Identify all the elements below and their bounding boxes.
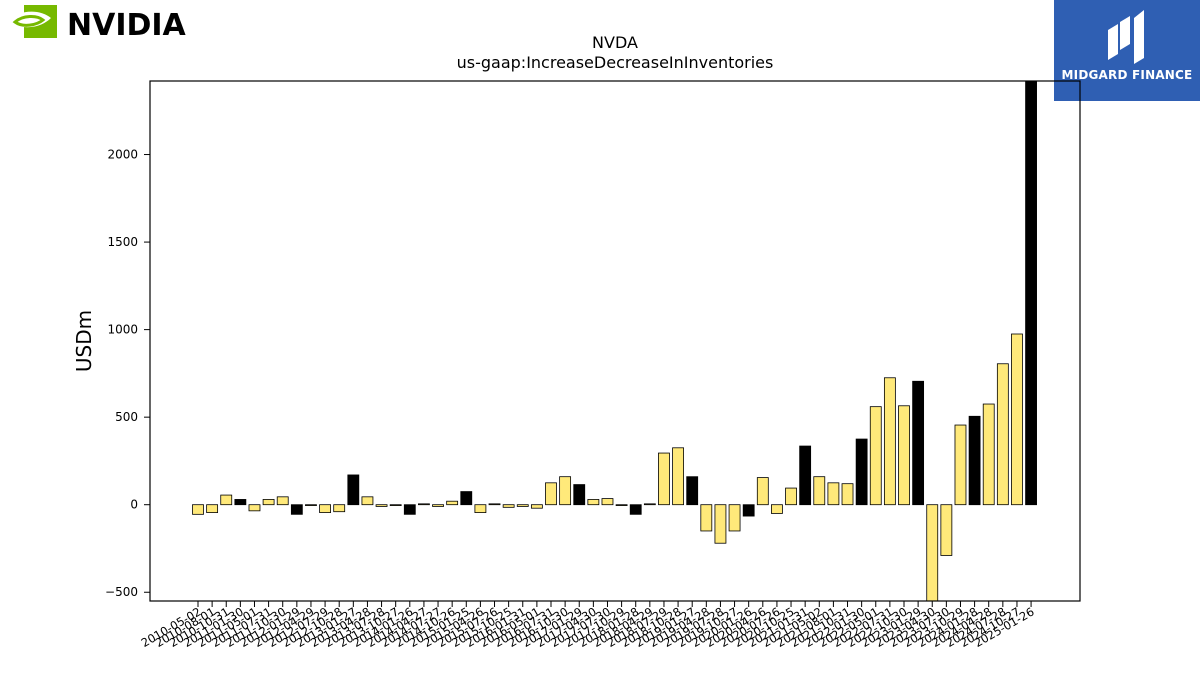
y-tick-label: 0: [130, 498, 138, 512]
bar-2024-10-27: [1011, 333, 1023, 506]
bar-2020-04-26: [756, 477, 769, 506]
chart-subtitle: us-gaap:IncreaseDecreaseInInventories: [456, 53, 774, 72]
bar-2018-01-28: [629, 504, 642, 515]
bar-2024-04-28: [982, 403, 995, 506]
bar-2019-10-27: [728, 504, 741, 532]
x-axis: 2010-05-022010-08-012010-10-312011-01-30…: [139, 601, 1037, 650]
bar-2014-04-27: [418, 503, 430, 506]
bar-2023-01-29: [912, 380, 925, 506]
bar-2022-10-30: [898, 405, 910, 506]
y-axis: −500 0 500 1000 1500 2000: [105, 148, 150, 599]
bar-2022-05-01: [869, 406, 882, 506]
bar-2021-05-02: [813, 476, 826, 506]
bar-2010-10-31: [220, 494, 233, 506]
bar-2010-05-02: [192, 504, 204, 515]
bar-2023-07-30: [940, 504, 953, 556]
bar-2019-01-27: [686, 476, 699, 506]
bar-2016-05-01: [530, 504, 543, 509]
bar-2018-10-28: [672, 447, 684, 506]
bar-2017-10-29: [615, 504, 628, 506]
nvidia-swirl-icon: [12, 15, 46, 27]
y-tick-label: 1500: [107, 235, 138, 249]
bar-2024-01-28: [968, 415, 981, 506]
bar-2010-08-01: [206, 504, 219, 513]
y-axis-label: USDm: [72, 310, 96, 372]
bar-2012-07-29: [319, 504, 331, 513]
bar-2022-07-31: [883, 377, 896, 506]
midgard-logo-text: MIDGARD FINANCE: [1061, 68, 1193, 82]
chart-title: NVDA: [592, 33, 638, 52]
bar-2011-05-01: [248, 504, 261, 512]
bar-2012-10-28: [333, 504, 346, 513]
y-tick-label: −500: [105, 585, 138, 599]
bar-2017-04-30: [587, 499, 600, 506]
bar-2011-07-31: [262, 499, 275, 506]
bar-2022-01-30: [855, 438, 868, 506]
nvidia-logo: NVIDIA: [7, 5, 187, 42]
bar-2019-07-28: [714, 504, 727, 544]
nvidia-logo-text: NVIDIA: [67, 8, 187, 42]
bar-2023-10-29: [954, 424, 967, 506]
bars-group: [192, 80, 1037, 602]
bar-2012-01-29: [290, 504, 303, 515]
bar-2015-01-25: [460, 491, 473, 506]
midgard-monogram-icon: [1108, 10, 1144, 64]
bar-2013-10-27: [389, 504, 402, 506]
bar-2025-01-26: [1025, 80, 1037, 506]
bar-2014-07-27: [432, 504, 444, 507]
bar-2024-07-28: [996, 363, 1009, 506]
bar-2014-01-26: [403, 504, 416, 515]
bar-2013-01-27: [347, 474, 360, 506]
bar-2021-08-01: [827, 482, 840, 506]
bar-2017-07-30: [601, 498, 614, 506]
bar-2012-04-29: [305, 504, 317, 506]
bar-2020-07-26: [771, 504, 783, 514]
bar-2018-04-29: [643, 503, 656, 506]
bar-2013-04-28: [361, 496, 374, 506]
plot-frame: [149, 80, 1081, 602]
bar-2015-04-26: [474, 504, 487, 513]
bar-2013-07-28: [375, 504, 388, 507]
bar-2017-01-29: [573, 484, 586, 506]
y-tick-label: 500: [115, 410, 138, 424]
bar-2011-10-30: [276, 496, 289, 506]
bar-2016-07-31: [545, 482, 557, 506]
midgard-finance-logo: MIDGARD FINANCE: [1054, 0, 1200, 101]
y-tick-label: 1000: [107, 323, 138, 337]
bar-2015-07-26: [488, 503, 501, 506]
bar-2011-01-30: [234, 499, 247, 506]
bar-2021-10-31: [841, 483, 854, 506]
bar-2019-04-28: [700, 504, 713, 532]
bar-2021-01-31: [799, 445, 812, 506]
bar-2016-01-31: [516, 504, 529, 507]
bar-2016-10-30: [559, 476, 572, 506]
bar-2014-10-26: [446, 500, 459, 506]
bar-2015-10-25: [502, 504, 515, 508]
y-tick-label: 2000: [107, 148, 138, 162]
bar-2018-07-29: [658, 452, 670, 506]
bar-2020-10-25: [785, 487, 797, 506]
bar-2020-01-26: [742, 504, 755, 517]
bar-2023-04-30: [926, 504, 939, 602]
